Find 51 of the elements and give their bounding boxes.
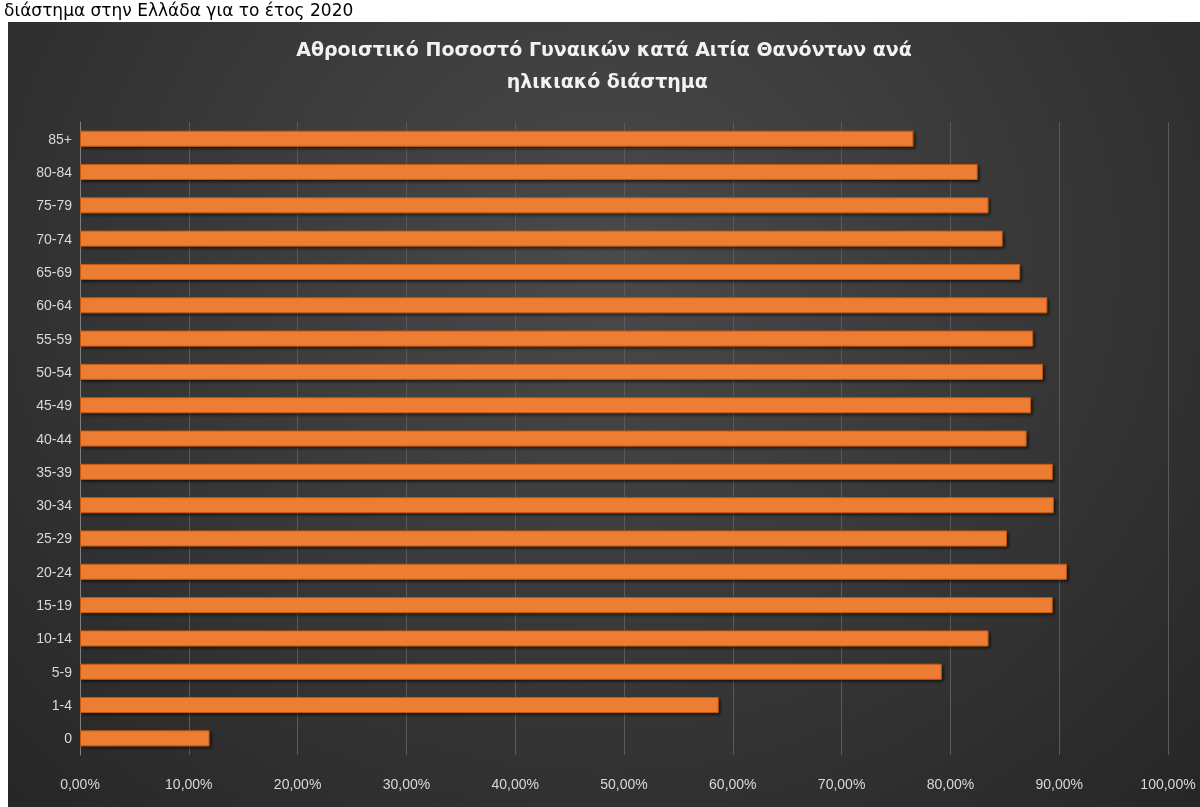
y-tick-label: 15-19 [36, 597, 73, 614]
x-tick-label: 20,00% [273, 776, 322, 792]
y-tick-label: 60-64 [36, 297, 73, 314]
bar [80, 130, 914, 147]
bar [80, 230, 1003, 247]
bar [80, 197, 989, 214]
chart-title: Αθροιστικό Ποσοστό Γυναικών κατά Αιτία Θανόντων ανά ηλικιακό διάστημα [296, 38, 912, 92]
bar [80, 363, 1043, 380]
y-tick-label: 40-44 [36, 430, 73, 447]
x-tick-label: 30,00% [382, 776, 431, 792]
y-tick-label: 10-14 [36, 630, 73, 647]
bar [80, 163, 978, 180]
bar [80, 697, 719, 714]
x-tick-label: 100,00% [1140, 776, 1196, 792]
y-tick-label: 65-69 [36, 263, 73, 280]
bar [80, 597, 1053, 614]
y-tick-label: 45-49 [36, 397, 73, 414]
bar [80, 397, 1031, 414]
x-tick-label: 40,00% [491, 776, 539, 792]
bar [80, 430, 1027, 447]
y-tick-label: 85+ [48, 130, 72, 147]
bar [80, 330, 1034, 347]
text: διάστημα στην Ελλάδα για το έτος 2020 [4, 0, 354, 22]
x-tick-label: 60,00% [709, 776, 757, 792]
bar [80, 630, 989, 647]
bar [80, 530, 1007, 547]
x-tick-label: 0,00% [60, 776, 100, 792]
y-tick-label: 35-39 [36, 463, 73, 480]
y-tick-label: 30-34 [36, 497, 73, 514]
x-tick-label: 50,00% [600, 776, 648, 792]
bar [80, 663, 942, 680]
y-tick-label: 5-9 [51, 663, 73, 680]
y-tick-label: 0 [64, 730, 73, 747]
x-tick-label: 90,00% [1035, 776, 1083, 792]
x-tick-label: 10,00% [165, 776, 213, 792]
y-tick-label: 1-4 [51, 697, 73, 714]
bar [80, 730, 210, 747]
y-tick-label: 75-79 [36, 197, 73, 214]
y-tick-label: 80-84 [36, 163, 73, 180]
x-tick-label: 70,00% [817, 776, 866, 792]
bar [80, 463, 1053, 480]
bar [80, 563, 1067, 580]
bar [80, 297, 1048, 314]
y-tick-label: 70-74 [36, 230, 73, 247]
y-tick-label: 20-24 [36, 563, 73, 580]
x-tick-label: 80,00% [926, 776, 975, 792]
bar [80, 497, 1054, 514]
y-tick-label: 25-29 [36, 530, 73, 547]
y-tick-label: 50-54 [36, 363, 73, 380]
y-tick-label: 55-59 [36, 330, 73, 347]
bar [80, 263, 1021, 280]
